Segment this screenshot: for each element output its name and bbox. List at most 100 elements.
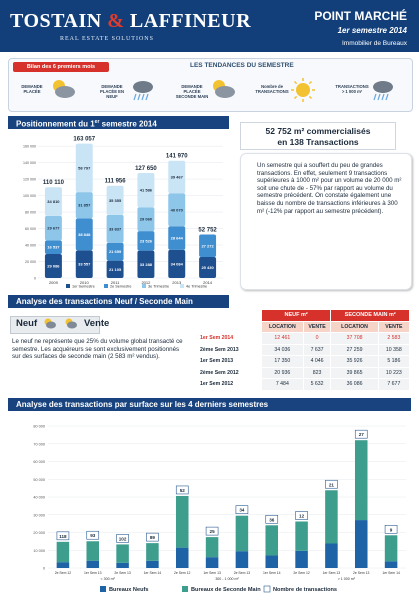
page-title: POINT MARCHÉ	[314, 9, 407, 23]
summary-transactions: en 138 Transactions	[277, 137, 359, 147]
bar-stack: 118 2e Sem 12	[55, 531, 71, 575]
table-cell: 34 036	[260, 343, 304, 356]
x-tick-label: 1er Sem 13	[323, 571, 341, 575]
table-cell: 37 708	[330, 332, 379, 345]
transactions-count: 36	[269, 517, 275, 522]
table-corner	[195, 309, 262, 322]
legend-label: Bureaux de Seconde Main	[191, 587, 261, 593]
transactions-box	[175, 485, 189, 495]
col-header: LOCATION	[330, 320, 379, 333]
bar-segment	[106, 242, 124, 261]
transactions-count: 118	[59, 534, 67, 539]
table-cell: 35 926	[330, 355, 379, 368]
legend-label: 3e Trimestre	[148, 285, 169, 289]
section-surface-title: Analyse des transactions par surface sur…	[8, 398, 411, 411]
y-tick-label: 0	[34, 277, 36, 281]
table-cell: 7 637	[302, 343, 332, 356]
table-row: 2ème Sem 2013 34 036 7 637 27 259 10 358	[195, 343, 411, 356]
transactions-box	[56, 531, 70, 541]
y-tick-label: 80 000	[33, 425, 45, 429]
bar-stack: 25 430 27 272 52 752 2014	[198, 228, 217, 285]
trend-item-label: DEMANDE PLACÉE	[21, 84, 43, 94]
y-tick-label: 70 000	[33, 442, 45, 446]
bar-segment	[44, 215, 62, 241]
row-label: 1er Sem 2013	[195, 355, 262, 368]
segment-label: 31 857	[78, 203, 91, 208]
bar-segment	[168, 160, 186, 194]
bar-segment	[75, 192, 93, 219]
segment-label: 33 288	[140, 262, 153, 267]
transactions-count: 89	[150, 535, 156, 540]
bar-segment	[106, 185, 124, 215]
group-label: < 300 m²	[101, 577, 116, 581]
bar-neuf	[384, 561, 398, 568]
segment-label: 33 557	[78, 262, 91, 267]
bar-seconde-main	[325, 490, 338, 544]
x-tick-label: 2012	[141, 280, 151, 285]
table-row: 1er Sem 2014 12 461 0 37 708 2 583	[195, 332, 411, 345]
row-label: 2ème Sem 2013	[195, 343, 262, 356]
bar-seconde-main	[205, 537, 219, 558]
bar-neuf	[86, 560, 100, 568]
neuf-vente-text: Le neuf ne représente que 25% du volume …	[12, 338, 183, 361]
bar-seconde-main	[116, 544, 129, 563]
total-label: 110 110	[43, 180, 65, 186]
trend-item-label: TRANSACTIONS > 1 000 m²	[335, 84, 369, 94]
bar-neuf	[354, 520, 368, 568]
bar-seconde-main	[384, 535, 398, 562]
col-header: LOCATION	[260, 320, 304, 333]
y-tick-label: 40 000	[25, 244, 36, 248]
bar-seconde-main	[235, 515, 249, 552]
table-cell: 7 677	[377, 378, 411, 391]
legend-swatch	[66, 284, 70, 288]
bar-seconde-main	[295, 521, 308, 551]
total-label: 163 057	[73, 137, 95, 143]
row-label: 1er Sem 2012	[195, 378, 262, 391]
trend-item: TRANSACTIONS > 1 000 m²	[334, 76, 402, 108]
bar-segment	[137, 231, 155, 251]
trend-item: DEMANDE PLACÉE EN NEUF	[94, 76, 162, 108]
segment-label: 25 430	[201, 265, 214, 270]
transactions-box	[384, 524, 398, 534]
x-tick-label: 2010	[80, 280, 90, 285]
bar-seconde-main	[265, 525, 279, 556]
rain-cloud-icon	[133, 81, 153, 101]
segment-label: 34 810	[47, 199, 60, 204]
bar-stack: 93 1er Sem 13	[84, 530, 102, 575]
trend-item-label: DEMANDE PLACÉE SECONDE MAIN	[175, 84, 209, 99]
bar-segment	[199, 234, 217, 258]
col-header: VENTE	[302, 320, 332, 333]
segment-label: 39 467	[171, 175, 184, 180]
market-label: Immobilier de Bureaux	[341, 40, 407, 47]
bar-stack: 102 2e Sem 13	[114, 534, 131, 575]
bar-segment	[168, 249, 186, 278]
y-tick-label: 80 000	[25, 211, 36, 215]
table-cell: 7 484	[260, 378, 304, 391]
y-tick-label: 160 000	[23, 145, 36, 149]
x-tick-label: 1er Sem 14	[382, 571, 400, 575]
segment-label: 40 070	[171, 207, 184, 212]
total-label: 127 650	[135, 166, 157, 172]
x-tick-label: 2e Sem 13	[234, 571, 251, 575]
row-label: 2ème Sem 2012	[195, 366, 262, 379]
y-tick-label: 30 000	[33, 513, 45, 517]
header-bar	[0, 0, 419, 52]
bar-seconde-main	[354, 440, 368, 521]
brand-right: LAFFINEUR	[129, 10, 252, 32]
y-tick-label: 50 000	[33, 478, 45, 482]
segment-label: 23 526	[140, 238, 153, 243]
segment-label: 38 848	[78, 232, 91, 237]
transactions-count: 27	[359, 432, 365, 437]
segment-label: 29 086	[47, 264, 60, 269]
legend-swatch	[100, 586, 106, 592]
bar-seconde-main	[56, 541, 70, 563]
section1-title-end: semestre 2014	[99, 119, 157, 129]
summary-volume: 52 752 m² commercialisés	[265, 126, 371, 136]
table-row: 1er Sem 2013 17 350 4 046 35 926 5 186	[195, 355, 411, 368]
bar-segment	[168, 226, 186, 250]
partly-cloudy-icon	[44, 318, 56, 329]
x-tick-label: 2014	[203, 280, 213, 285]
bar-segment	[168, 193, 186, 227]
y-tick-label: 20 000	[33, 531, 45, 535]
x-tick-label: 2e Sem 12	[174, 571, 191, 575]
